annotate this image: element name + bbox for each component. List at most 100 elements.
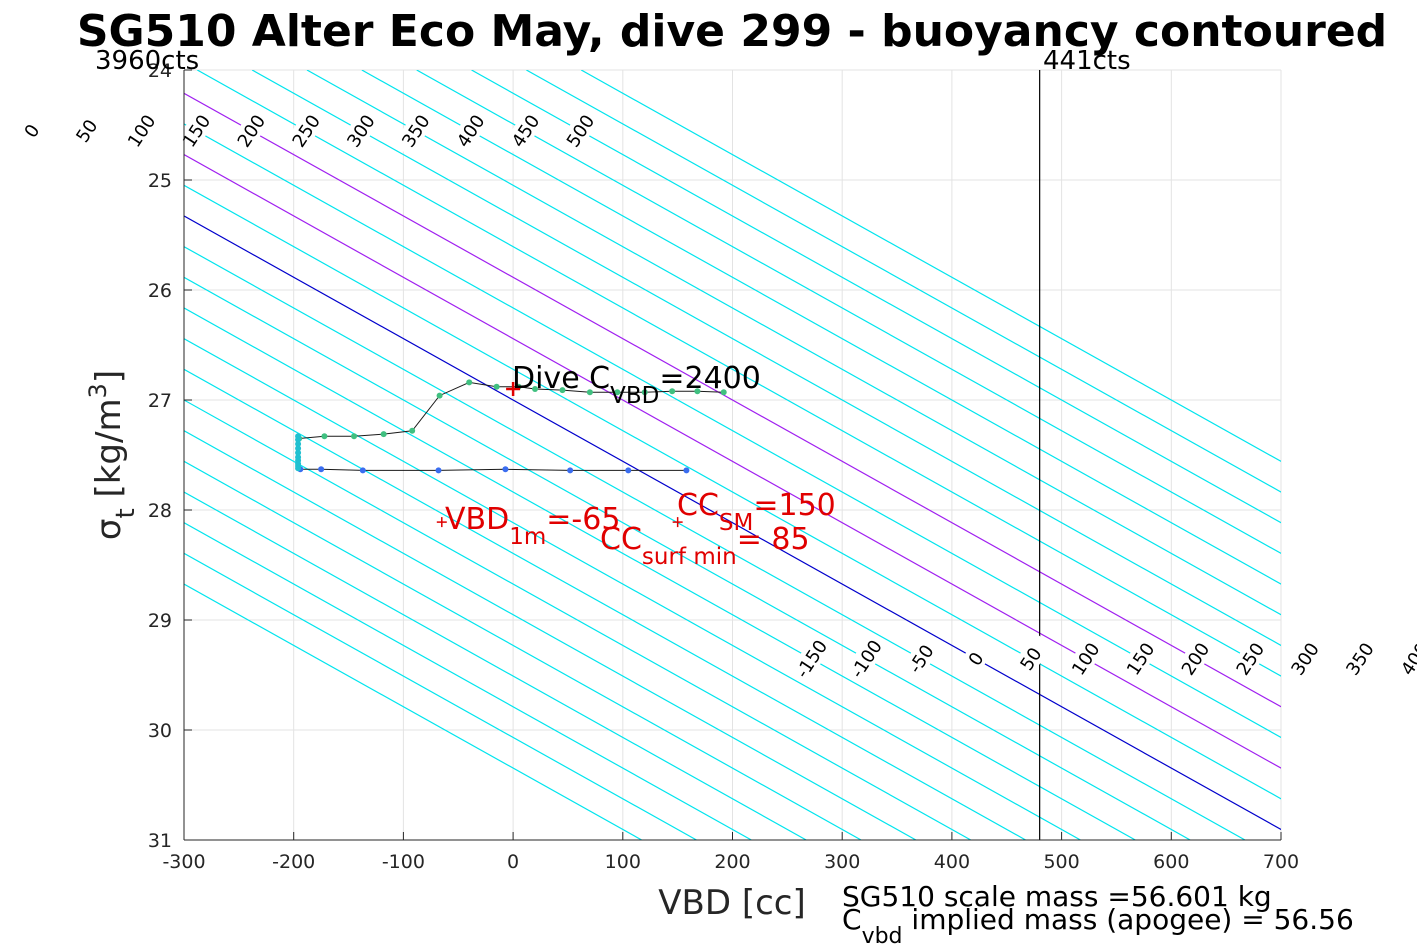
contour-label-group: 200 bbox=[228, 104, 274, 157]
series-point bbox=[435, 467, 442, 474]
contour-line bbox=[184, 491, 807, 840]
contour-line bbox=[251, 70, 1281, 647]
vbd-1m-annotation-base: VBD bbox=[445, 502, 509, 537]
contour-label-group: 450 bbox=[502, 104, 548, 157]
contour-label-bg bbox=[8, 104, 54, 157]
y-axis-label-part: σ bbox=[89, 519, 129, 541]
contour-label-bg bbox=[788, 632, 834, 685]
contour-label-group: 400 bbox=[1391, 632, 1417, 685]
series-point bbox=[436, 392, 443, 399]
cc-sm-annotation-base: CC bbox=[677, 488, 719, 523]
series-point bbox=[295, 441, 302, 447]
contour-label-bg bbox=[1336, 632, 1382, 685]
x-tick-label: 400 bbox=[934, 851, 970, 873]
cc-sm-annotation: CCSM=150 bbox=[677, 488, 836, 536]
vbd-1m-annotation: VBD1m=-65 bbox=[445, 502, 620, 550]
series-point bbox=[351, 433, 358, 440]
y-axis-label: σt [kg/m3] bbox=[84, 370, 141, 540]
contour-label-group: 150 bbox=[1117, 632, 1163, 685]
x-tick-label: 300 bbox=[824, 851, 860, 873]
contour-lines bbox=[184, 70, 1281, 840]
x-tick-label: 500 bbox=[1043, 851, 1079, 873]
contour-line bbox=[184, 215, 1281, 831]
annotations: SG510 Alter Eco May, dive 299 - buoyancy… bbox=[77, 6, 1387, 945]
series-point bbox=[532, 386, 539, 392]
contour-label-group: -50 bbox=[898, 632, 943, 685]
series-point bbox=[318, 466, 325, 473]
contour-line bbox=[184, 276, 1191, 840]
series-point bbox=[567, 467, 574, 474]
contour-label-group: 50 bbox=[63, 104, 109, 157]
contour-label-group: 250 bbox=[283, 104, 328, 157]
contour-line bbox=[184, 153, 1281, 769]
contour-label-bg bbox=[1227, 632, 1272, 685]
contour-line bbox=[471, 70, 1281, 524]
contour-label-bg bbox=[228, 104, 274, 157]
scale-mass-text: SG510 scale mass =56.601 kg bbox=[842, 880, 1272, 913]
contour-label-group: 400 bbox=[447, 104, 493, 157]
series-point bbox=[694, 388, 701, 395]
contour-line bbox=[184, 337, 1081, 840]
chart-title: SG510 Alter Eco May, dive 299 - buoyancy… bbox=[77, 6, 1387, 57]
contour-label-group: 100 bbox=[118, 104, 164, 157]
series-point bbox=[295, 445, 302, 452]
contour-line bbox=[184, 184, 1281, 800]
contour-label-group: 0 bbox=[952, 632, 998, 685]
series-line bbox=[300, 468, 687, 471]
contour-line bbox=[184, 429, 917, 840]
x-tick-label: 100 bbox=[605, 851, 641, 873]
counts-label-left: 3960cts bbox=[95, 46, 199, 76]
contour-label-group: 200 bbox=[1172, 632, 1218, 685]
contour-label-bg bbox=[1282, 632, 1327, 685]
series-point bbox=[380, 431, 387, 438]
contour-label-group: 150 bbox=[173, 104, 219, 157]
contour-line bbox=[184, 368, 1026, 840]
contour-label-bg bbox=[118, 104, 164, 157]
plus-marker bbox=[436, 517, 447, 528]
dive-c-vbd-annotation-rest: =2400 bbox=[659, 361, 760, 396]
series-point bbox=[669, 388, 676, 395]
x-tick-label: 0 bbox=[507, 851, 519, 873]
cc-surf-min-annotation-sub: surf min bbox=[642, 544, 737, 570]
series-point bbox=[559, 387, 566, 394]
cc-surf-min-annotation-rest: = 85 bbox=[737, 522, 810, 557]
contour-line bbox=[184, 123, 1281, 739]
contour-label-bg bbox=[502, 104, 548, 157]
y-axis-label-part: [kg/m bbox=[89, 398, 129, 508]
series-point bbox=[683, 467, 690, 474]
implied-mass-text-rest: implied mass (apogee) = 56.56 bbox=[903, 903, 1354, 936]
implied-mass-text: Cvbd implied mass (apogee) = 56.56 bbox=[842, 903, 1354, 945]
contour-line bbox=[580, 70, 1281, 463]
contour-label-group: 500 bbox=[557, 104, 603, 157]
vbd-1m-annotation-sub: 1m bbox=[509, 524, 546, 550]
contour-label-bg bbox=[173, 104, 219, 157]
contour-label-group: 300 bbox=[337, 104, 383, 157]
x-tick-label: 600 bbox=[1153, 851, 1189, 873]
contour-line bbox=[184, 522, 752, 840]
contour-label-bg bbox=[283, 104, 328, 157]
contour-label-bg bbox=[898, 632, 943, 685]
series-point bbox=[409, 427, 416, 434]
implied-mass-text-base: C bbox=[842, 903, 862, 936]
counts-label-right: 441cts bbox=[1043, 46, 1131, 76]
series-point bbox=[502, 466, 509, 473]
series-point bbox=[614, 389, 621, 396]
contour-label-group: 350 bbox=[392, 104, 438, 157]
contour-label-group: 350 bbox=[1336, 632, 1382, 685]
x-tick-label: 200 bbox=[714, 851, 750, 873]
series-point bbox=[295, 465, 302, 472]
x-axis-label: VBD [cc] bbox=[658, 883, 806, 923]
series-point bbox=[493, 383, 500, 390]
contour-label-group: 300 bbox=[1282, 632, 1327, 685]
contour-line bbox=[361, 70, 1281, 585]
series-point bbox=[295, 449, 302, 456]
cc-surf-min-annotation-base: CC bbox=[600, 522, 642, 557]
contour-label-bg bbox=[1117, 632, 1163, 685]
contour-line bbox=[184, 583, 642, 840]
y-tick-label: 28 bbox=[148, 500, 172, 522]
y-tick-label: 27 bbox=[148, 390, 172, 412]
series-point bbox=[295, 436, 302, 443]
x-tick-label: -300 bbox=[162, 851, 205, 873]
contour-label-group: 100 bbox=[1062, 632, 1108, 685]
grid-lines bbox=[183, 69, 1282, 841]
